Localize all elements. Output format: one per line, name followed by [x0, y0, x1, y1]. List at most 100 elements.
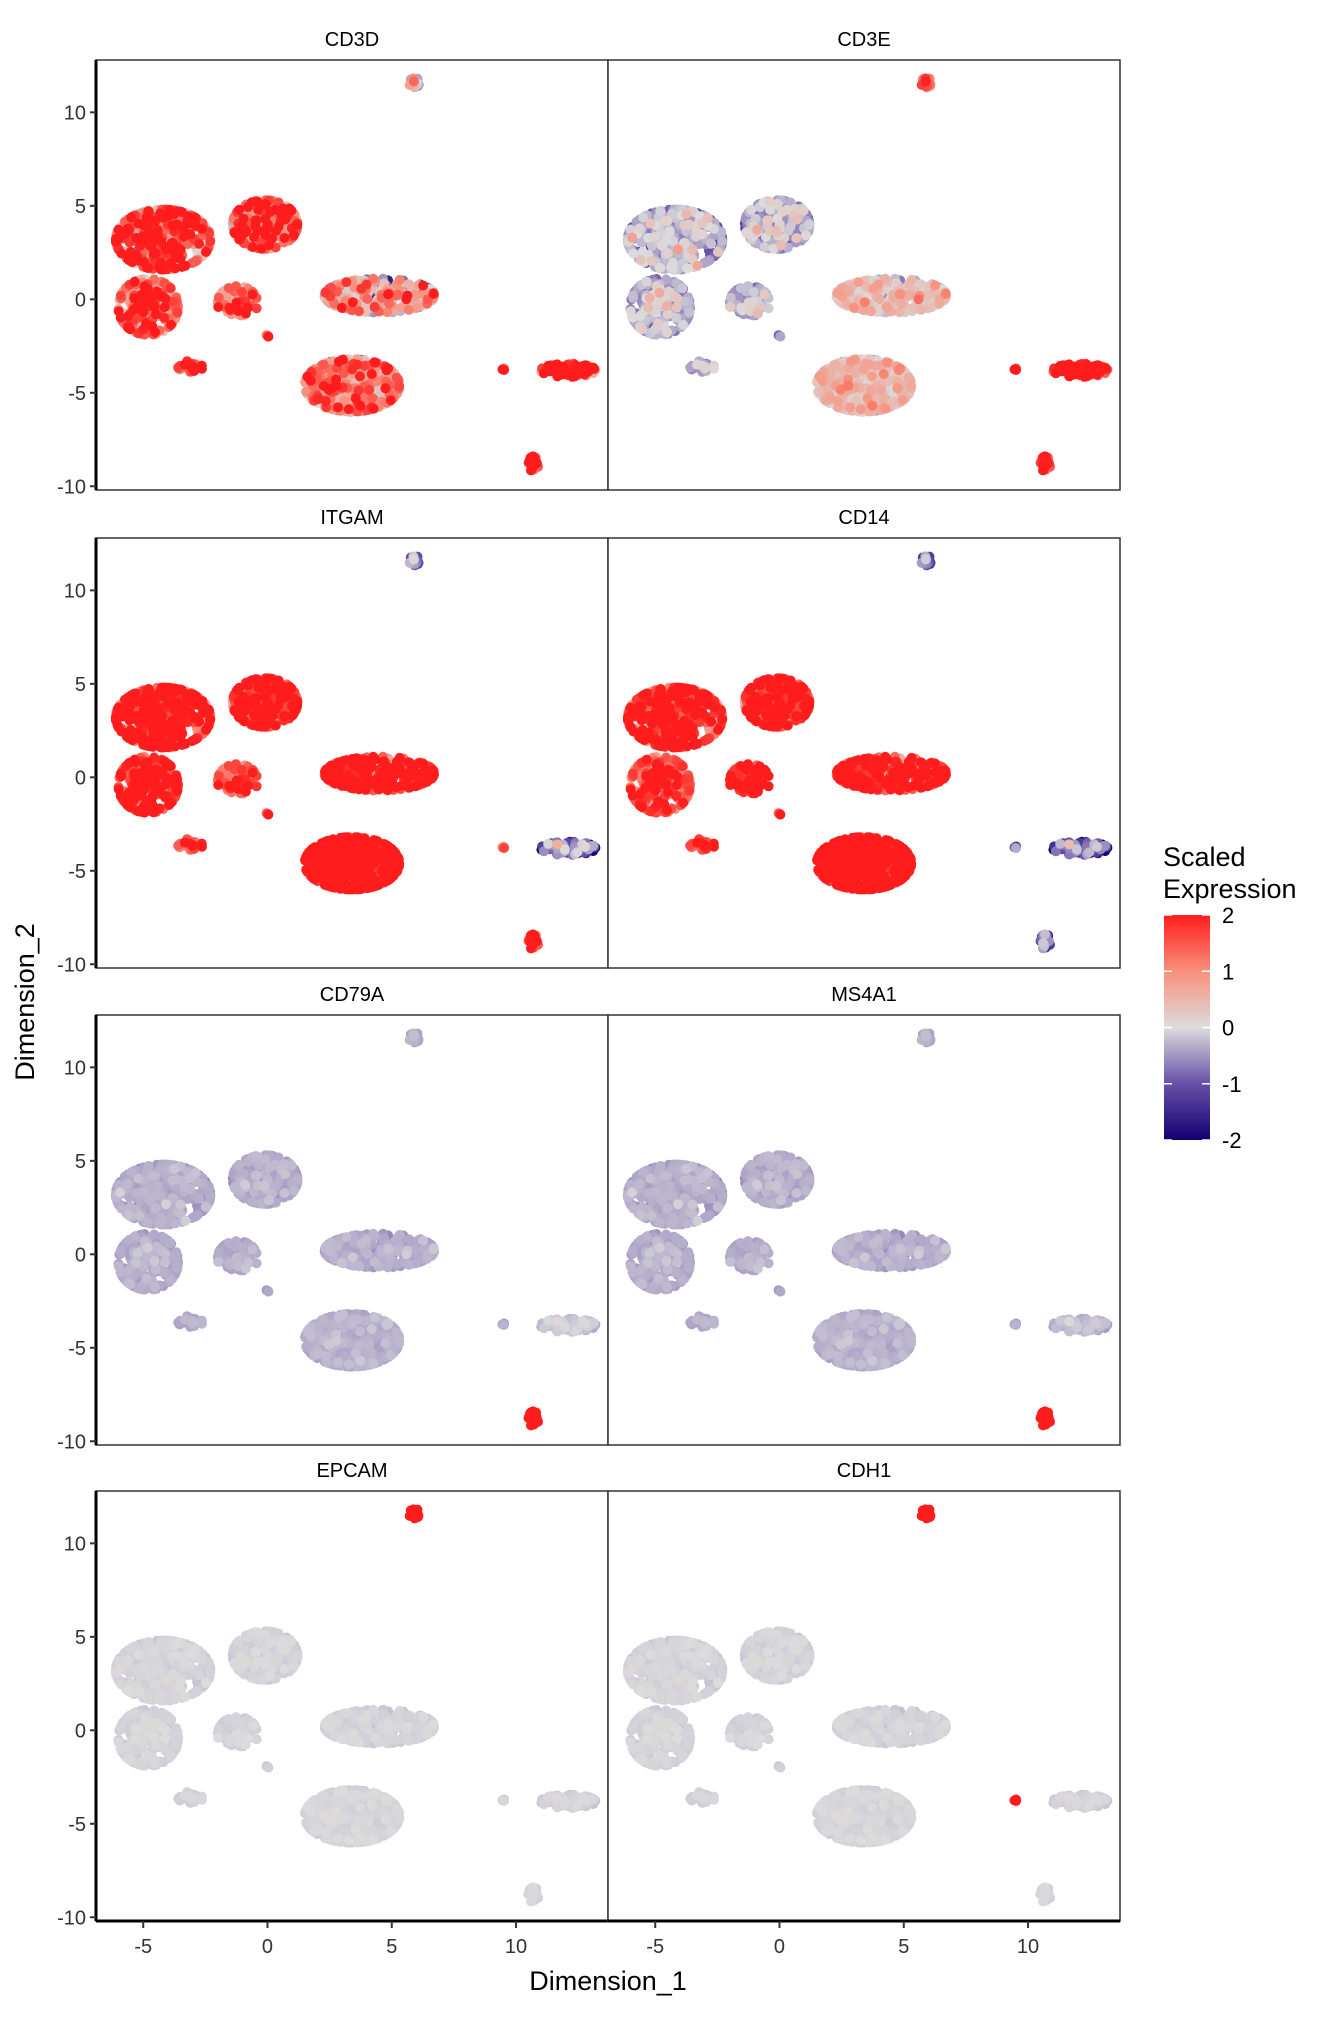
data-point [116, 769, 126, 779]
data-point [860, 297, 870, 307]
data-point [499, 843, 509, 853]
data-point [655, 288, 665, 298]
data-point [642, 277, 652, 287]
data-point [868, 284, 878, 294]
data-point [133, 219, 143, 229]
data-point [123, 311, 133, 321]
data-point [650, 232, 660, 242]
panel-title: ITGAM [320, 507, 383, 529]
data-point [409, 76, 419, 86]
data-point [777, 207, 787, 217]
data-point [344, 404, 354, 414]
data-point [341, 277, 351, 287]
data-point [386, 395, 396, 405]
data-point [205, 236, 215, 246]
data-point [849, 303, 859, 313]
data-point [133, 293, 143, 303]
data-point [148, 216, 158, 226]
data-point [856, 404, 866, 414]
data-point [331, 381, 341, 391]
data-point [274, 222, 284, 232]
data-point [1038, 460, 1048, 470]
data-point [380, 383, 390, 393]
data-point [367, 369, 377, 379]
data-point [744, 298, 754, 308]
data-point [188, 840, 198, 850]
data-point [321, 396, 331, 406]
data-point [143, 288, 153, 298]
data-point [154, 263, 164, 273]
data-point [176, 245, 186, 255]
data-point [363, 294, 373, 304]
data-point [895, 289, 905, 299]
data-point [150, 327, 160, 337]
data-point [252, 303, 262, 313]
data-point [876, 385, 886, 395]
data-point [692, 227, 702, 237]
data-point [321, 287, 331, 297]
data-point [151, 248, 161, 258]
data-point [1040, 451, 1050, 461]
data-point [409, 554, 419, 564]
data-point [752, 225, 762, 235]
data-point [160, 294, 170, 304]
data-point [801, 230, 811, 240]
data-point [145, 240, 155, 250]
data-point [166, 761, 176, 771]
data-point [678, 283, 688, 293]
data-point [201, 247, 211, 257]
data-point [143, 263, 153, 273]
data-point [684, 307, 694, 317]
data-point [134, 256, 144, 266]
data-point [429, 289, 439, 299]
data-point [280, 233, 290, 243]
data-point [655, 263, 665, 273]
data-point [906, 381, 916, 391]
data-point [213, 302, 223, 312]
data-point [280, 214, 290, 224]
data-point [371, 358, 381, 368]
data-point [916, 305, 926, 315]
data-point [662, 327, 672, 337]
data-point [655, 206, 665, 216]
data-point [383, 363, 393, 373]
data-point [170, 263, 180, 273]
data-point [681, 209, 691, 219]
data-point [866, 306, 876, 316]
data-point [124, 255, 134, 265]
data-point [263, 332, 273, 342]
y-tick-label: -10 [57, 476, 86, 498]
data-point [214, 771, 224, 781]
data-point [746, 205, 756, 215]
data-point [772, 226, 782, 236]
panel-cd3e: CD3E [608, 29, 1120, 490]
data-point [197, 364, 207, 374]
data-point [688, 245, 698, 255]
data-point [180, 227, 190, 237]
data-point [240, 225, 250, 235]
data-point [260, 226, 270, 236]
data-point [319, 360, 329, 370]
data-point [404, 305, 414, 315]
data-point [248, 242, 258, 252]
data-point [169, 209, 179, 219]
data-point [713, 247, 723, 257]
data-point [1064, 361, 1074, 371]
data-point [289, 230, 299, 240]
data-point [143, 206, 153, 216]
data-point [370, 302, 380, 312]
data-point [850, 355, 860, 365]
data-point [753, 309, 763, 319]
data-point [853, 277, 863, 287]
data-point [166, 283, 176, 293]
data-point [580, 842, 590, 852]
data-point [760, 242, 770, 252]
data-point [666, 263, 676, 273]
data-point [635, 311, 645, 321]
data-point [191, 213, 201, 223]
data-point [660, 216, 670, 226]
data-point [292, 220, 302, 230]
data-point [892, 383, 902, 393]
data-point [1055, 361, 1065, 371]
data-point [188, 362, 198, 372]
